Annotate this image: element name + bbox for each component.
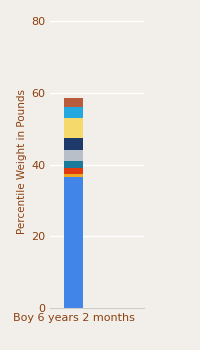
Bar xyxy=(64,161,83,168)
Y-axis label: Percentile Weight in Pounds: Percentile Weight in Pounds xyxy=(17,89,27,233)
Bar xyxy=(64,118,83,138)
Bar xyxy=(64,98,83,107)
Bar xyxy=(64,150,83,161)
Bar xyxy=(64,168,83,174)
Bar xyxy=(64,138,83,150)
Bar xyxy=(64,174,83,177)
Bar xyxy=(64,177,83,308)
Bar xyxy=(64,107,83,118)
